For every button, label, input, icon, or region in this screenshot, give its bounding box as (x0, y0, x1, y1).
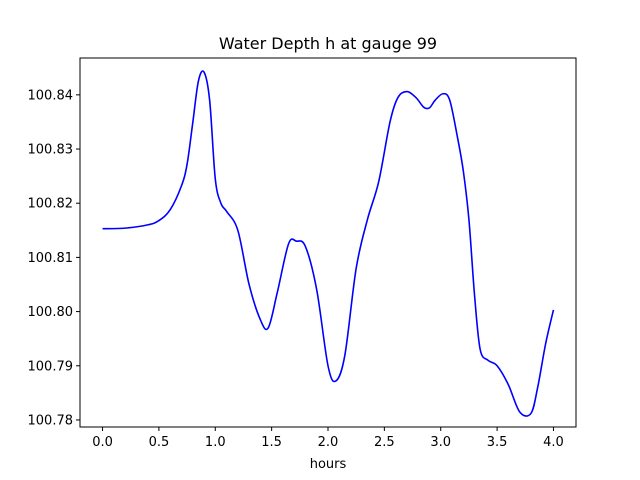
y-tick-label: 100.83 (28, 143, 74, 158)
x-axis: 0.0 0.5 1.0 1.5 2.0 2.5 3.0 3.5 4.0 (92, 427, 564, 450)
y-tick-label: 100.79 (28, 359, 74, 374)
x-tick-label: 0.0 (92, 435, 113, 450)
y-tick-label: 100.81 (28, 251, 74, 266)
x-tick-label: 4.0 (543, 435, 564, 450)
x-tick-label: 2.5 (374, 435, 395, 450)
x-axis-label: hours (310, 457, 347, 472)
y-axis: 100.78 100.79 100.80 100.81 100.82 100.83 100.… (28, 88, 80, 428)
x-tick-label: 3.0 (430, 435, 451, 450)
y-tick-label: 100.82 (28, 197, 74, 212)
chart-title: Water Depth h at gauge 99 (219, 34, 437, 53)
x-tick-label: 0.5 (149, 435, 170, 450)
y-tick-label: 100.84 (28, 88, 74, 103)
x-tick-label: 3.5 (487, 435, 508, 450)
y-tick-label: 100.78 (28, 413, 74, 428)
water-depth-series-line (102, 70, 555, 417)
x-tick-label: 1.0 (205, 435, 226, 450)
y-tick-label: 100.80 (28, 305, 74, 320)
x-tick-label: 1.5 (261, 435, 282, 450)
x-tick-label: 2.0 (318, 435, 339, 450)
